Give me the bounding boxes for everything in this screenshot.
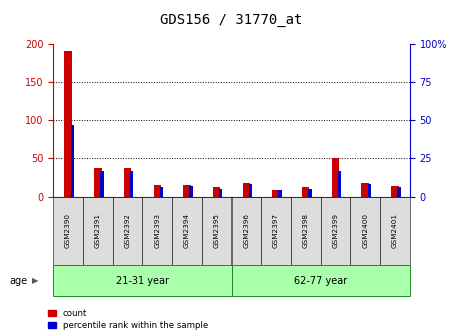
- Bar: [130, 171, 133, 197]
- Bar: [64, 51, 72, 197]
- Bar: [368, 184, 371, 197]
- Bar: [160, 187, 163, 197]
- Text: GSM2401: GSM2401: [392, 213, 398, 249]
- Bar: [338, 171, 341, 197]
- Legend: count, percentile rank within the sample: count, percentile rank within the sample: [48, 309, 208, 330]
- Bar: [397, 187, 400, 197]
- Text: 21-31 year: 21-31 year: [116, 276, 169, 286]
- Bar: [94, 168, 101, 197]
- Bar: [391, 186, 399, 197]
- Text: GSM2394: GSM2394: [184, 213, 190, 249]
- Text: ▶: ▶: [32, 276, 39, 285]
- Text: GSM2392: GSM2392: [125, 213, 131, 249]
- Text: age: age: [9, 276, 27, 286]
- Bar: [278, 191, 282, 197]
- Bar: [100, 171, 104, 197]
- Bar: [219, 189, 222, 197]
- Text: GSM2391: GSM2391: [95, 213, 101, 249]
- Bar: [189, 186, 193, 197]
- Bar: [249, 184, 252, 197]
- Bar: [213, 187, 220, 197]
- Text: GSM2398: GSM2398: [303, 213, 309, 249]
- Bar: [243, 183, 250, 197]
- Bar: [302, 187, 309, 197]
- Text: 62-77 year: 62-77 year: [294, 276, 347, 286]
- Text: GSM2397: GSM2397: [273, 213, 279, 249]
- Text: GSM2390: GSM2390: [65, 213, 71, 249]
- Text: GDS156 / 31770_at: GDS156 / 31770_at: [160, 13, 303, 28]
- Text: GSM2399: GSM2399: [332, 213, 338, 249]
- Bar: [332, 158, 339, 197]
- Text: GSM2395: GSM2395: [213, 213, 219, 249]
- Bar: [362, 183, 369, 197]
- Bar: [183, 185, 191, 197]
- Bar: [308, 189, 312, 197]
- Text: GSM2396: GSM2396: [244, 213, 250, 249]
- Bar: [154, 185, 161, 197]
- Text: GSM2400: GSM2400: [362, 213, 368, 249]
- Bar: [272, 191, 280, 197]
- Text: GSM2393: GSM2393: [154, 213, 160, 249]
- Bar: [70, 125, 74, 197]
- Bar: [124, 168, 131, 197]
